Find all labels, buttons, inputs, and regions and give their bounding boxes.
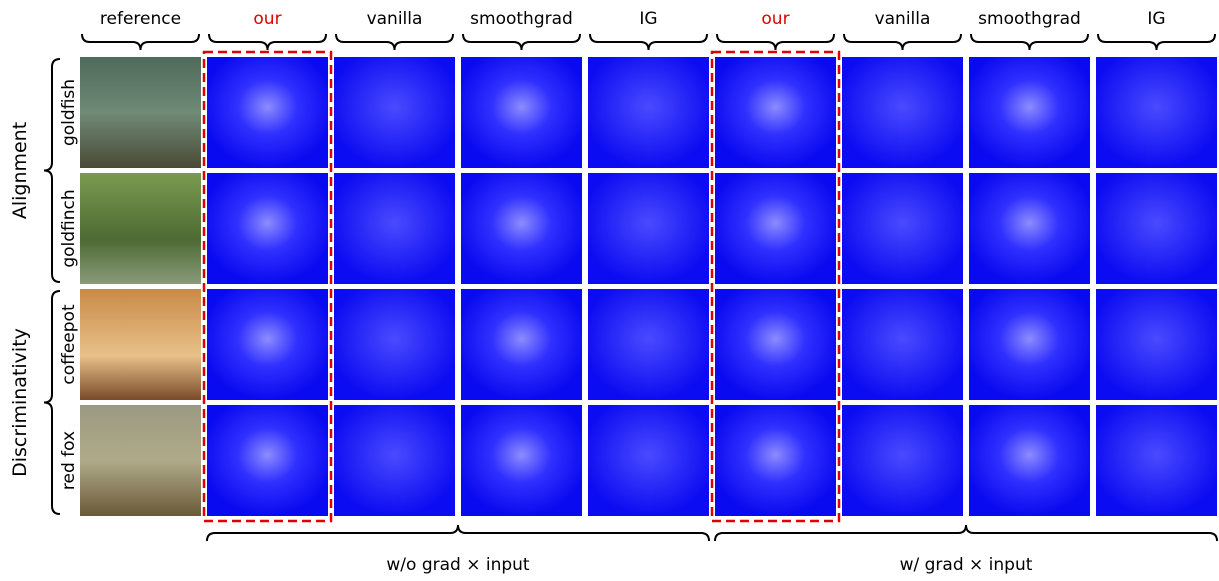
saliency-map (207, 57, 328, 168)
saliency-map (715, 173, 836, 284)
bottom-label: w/ grad × input (900, 555, 1033, 575)
brace (44, 59, 60, 282)
reference-image (80, 57, 201, 168)
brace (590, 34, 707, 50)
column-header: IG (639, 9, 657, 29)
row-label: coffeepot (59, 304, 79, 385)
column-header: our (761, 9, 789, 29)
saliency-map (461, 173, 582, 284)
brace (463, 34, 580, 50)
saliency-map (715, 405, 836, 516)
row-label: goldfish (59, 79, 79, 146)
brace (717, 34, 834, 50)
saliency-map (588, 173, 709, 284)
reference-image (80, 173, 201, 284)
bottom-label: w/o grad × input (386, 555, 530, 575)
column-header: smoothgrad (978, 9, 1081, 29)
group-label: Alignment (9, 122, 31, 219)
saliency-map (461, 289, 582, 400)
saliency-map (1096, 405, 1217, 516)
row-label: red fox (59, 431, 79, 490)
saliency-map (334, 405, 455, 516)
saliency-map (842, 289, 963, 400)
saliency-map (334, 289, 455, 400)
saliency-map (715, 289, 836, 400)
saliency-map (461, 57, 582, 168)
saliency-map (588, 57, 709, 168)
saliency-map (969, 289, 1090, 400)
brace (715, 525, 1217, 541)
figure: reference our vanilla smoothgrad IG our vanill… (0, 0, 1219, 577)
saliency-map (969, 173, 1090, 284)
brace (971, 34, 1088, 50)
column-header: smoothgrad (470, 9, 573, 29)
saliency-map (207, 405, 328, 516)
saliency-map (715, 57, 836, 168)
column-header: reference (100, 9, 181, 29)
saliency-map (1096, 57, 1217, 168)
reference-image (80, 289, 201, 400)
column-header: vanilla (875, 9, 931, 29)
saliency-map (334, 57, 455, 168)
saliency-map (842, 57, 963, 168)
brace (82, 34, 199, 50)
column-header: our (253, 9, 281, 29)
saliency-map (588, 405, 709, 516)
saliency-map (588, 289, 709, 400)
group-label: Discriminativity (9, 328, 31, 477)
saliency-map (842, 405, 963, 516)
brace (844, 34, 961, 50)
brace (44, 291, 60, 514)
brace (207, 525, 709, 541)
saliency-map (207, 289, 328, 400)
row-label: goldfinch (59, 189, 79, 267)
column-header: IG (1147, 9, 1165, 29)
saliency-map (461, 405, 582, 516)
saliency-map (969, 405, 1090, 516)
saliency-map (1096, 173, 1217, 284)
saliency-map (207, 173, 328, 284)
saliency-map (334, 173, 455, 284)
column-header: vanilla (367, 9, 423, 29)
reference-image (80, 405, 201, 516)
brace (1098, 34, 1215, 50)
saliency-map (1096, 289, 1217, 400)
saliency-map (969, 57, 1090, 168)
brace (209, 34, 326, 50)
content: reference our vanilla smoothgrad IG our vanill… (9, 9, 1217, 575)
brace (336, 34, 453, 50)
saliency-map (842, 173, 963, 284)
